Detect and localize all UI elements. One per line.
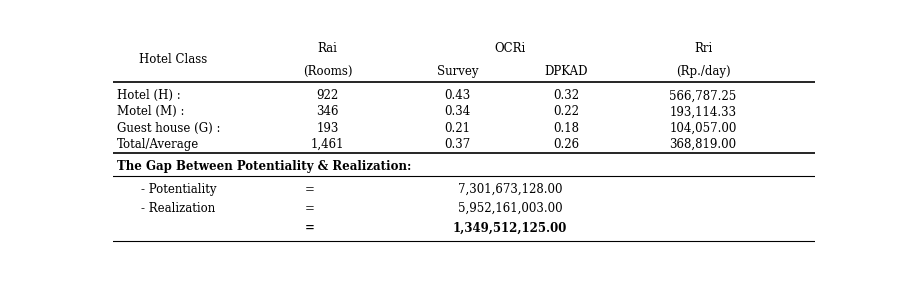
Text: 0.26: 0.26 [553, 138, 579, 150]
Text: 0.43: 0.43 [444, 89, 470, 103]
Text: 104,057.00: 104,057.00 [670, 122, 737, 134]
Text: 193: 193 [316, 122, 339, 134]
Text: 0.37: 0.37 [444, 138, 470, 150]
Text: Motel (M) :: Motel (M) : [117, 105, 184, 118]
Text: (Rooms): (Rooms) [303, 65, 352, 78]
Text: =: = [305, 202, 314, 215]
Text: Hotel Class: Hotel Class [139, 53, 207, 66]
Text: 1,349,512,125.00: 1,349,512,125.00 [453, 222, 567, 235]
Text: Guest house (G) :: Guest house (G) : [117, 122, 220, 134]
Text: Rai: Rai [317, 42, 337, 55]
Text: =: = [305, 183, 314, 196]
Text: 0.22: 0.22 [554, 105, 579, 118]
Text: Survey: Survey [437, 65, 478, 78]
Text: Total/Average: Total/Average [117, 138, 199, 150]
Text: - Potentiality: - Potentiality [141, 183, 217, 196]
Text: 0.34: 0.34 [444, 105, 470, 118]
Text: 193,114.33: 193,114.33 [670, 105, 737, 118]
Text: OCRi: OCRi [495, 42, 525, 55]
Text: DPKAD: DPKAD [545, 65, 588, 78]
Text: 566,787.25: 566,787.25 [670, 89, 737, 103]
Text: 346: 346 [316, 105, 339, 118]
Text: The Gap Between Potentiality & Realization:: The Gap Between Potentiality & Realizati… [117, 160, 411, 173]
Text: - Realization: - Realization [141, 202, 216, 215]
Text: (Rp./day): (Rp./day) [676, 65, 730, 78]
Text: 0.32: 0.32 [553, 89, 579, 103]
Text: 368,819.00: 368,819.00 [670, 138, 737, 150]
Text: 1,461: 1,461 [311, 138, 344, 150]
Text: 0.21: 0.21 [444, 122, 470, 134]
Text: 5,952,161,003.00: 5,952,161,003.00 [458, 202, 563, 215]
Text: Rri: Rri [694, 42, 712, 55]
Text: 0.18: 0.18 [554, 122, 579, 134]
Text: =: = [305, 222, 314, 235]
Text: Hotel (H) :: Hotel (H) : [117, 89, 180, 103]
Text: 7,301,673,128.00: 7,301,673,128.00 [458, 183, 563, 196]
Text: 922: 922 [316, 89, 339, 103]
